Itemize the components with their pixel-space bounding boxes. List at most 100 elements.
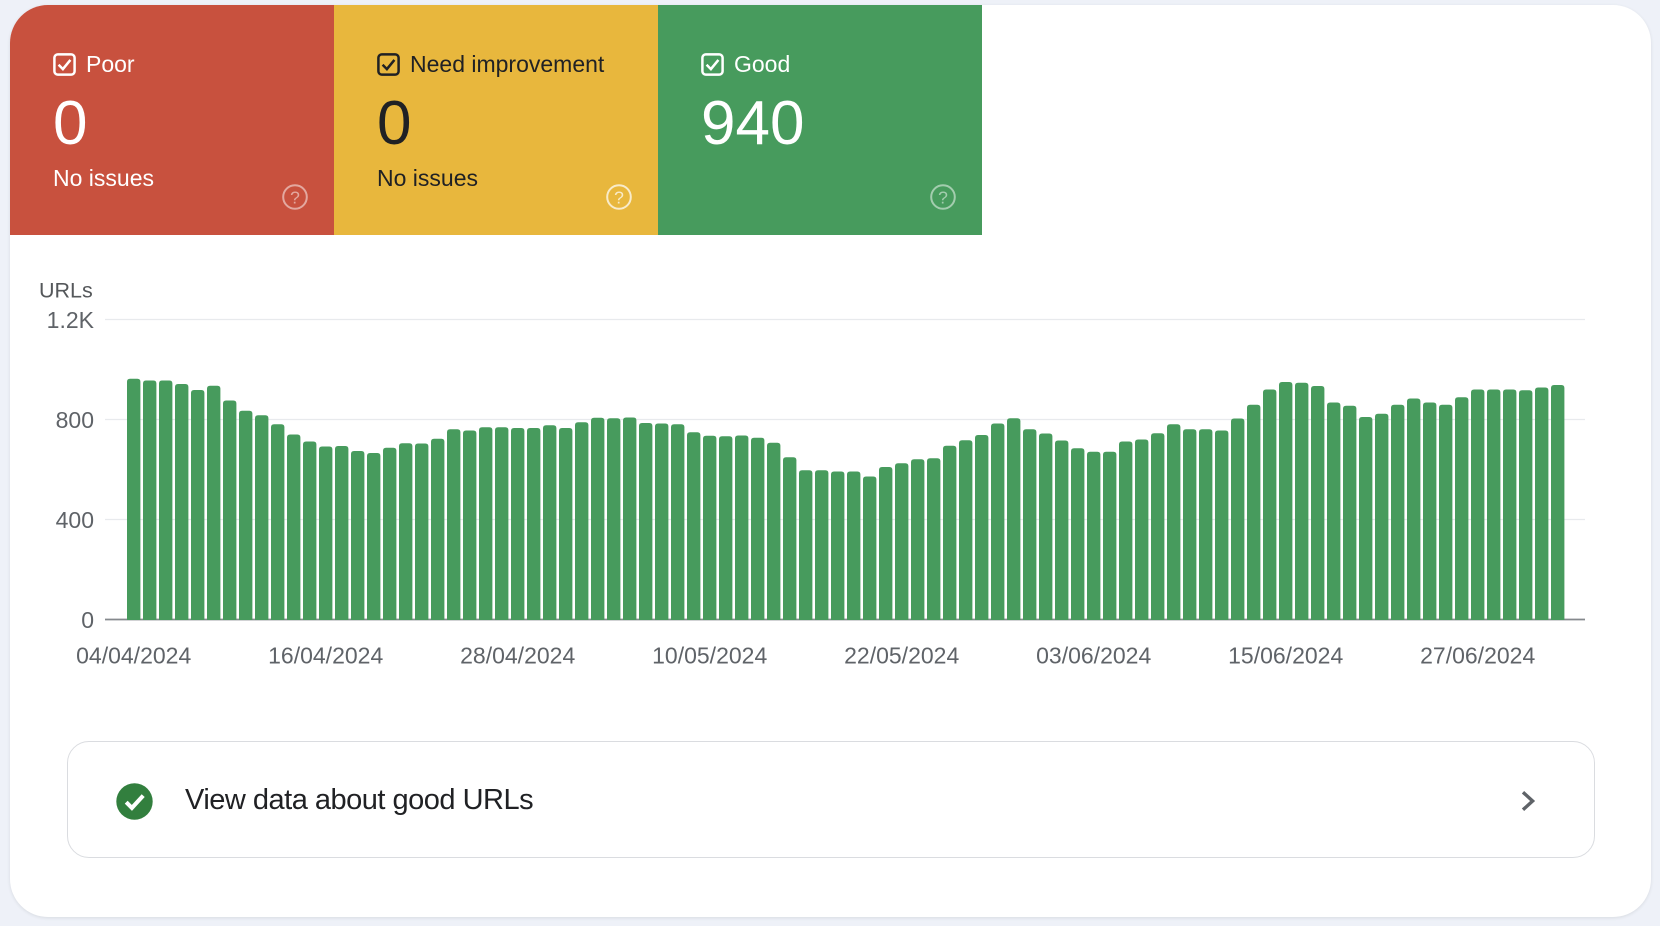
bar[interactable] <box>991 423 1005 621</box>
bar[interactable] <box>1407 398 1421 621</box>
bar[interactable] <box>895 463 909 620</box>
bar[interactable] <box>671 424 685 620</box>
bar[interactable] <box>143 380 157 621</box>
bar[interactable] <box>1455 397 1469 620</box>
bar[interactable] <box>1375 413 1389 620</box>
bar[interactable] <box>1551 385 1565 620</box>
bar[interactable] <box>271 424 285 620</box>
bar[interactable] <box>1279 382 1293 620</box>
bar[interactable] <box>303 441 317 621</box>
bar[interactable] <box>799 470 813 620</box>
bar[interactable] <box>1151 433 1165 620</box>
bar[interactable] <box>1183 429 1197 620</box>
bar[interactable] <box>1215 430 1229 621</box>
bar[interactable] <box>351 451 365 620</box>
bar[interactable] <box>1535 387 1549 621</box>
bar[interactable] <box>911 459 925 620</box>
bar[interactable] <box>175 384 189 620</box>
bar[interactable] <box>1023 429 1037 620</box>
bar[interactable] <box>975 435 989 620</box>
bar[interactable] <box>1247 404 1261 620</box>
bar[interactable] <box>383 447 397 620</box>
bar[interactable] <box>495 427 509 620</box>
bar[interactable] <box>1231 418 1245 621</box>
bar[interactable] <box>191 390 205 620</box>
bar[interactable] <box>255 415 269 620</box>
bar[interactable] <box>879 467 893 620</box>
bar[interactable] <box>431 438 445 620</box>
bar[interactable] <box>1263 389 1277 621</box>
bar[interactable] <box>703 435 717 620</box>
bar[interactable] <box>287 434 301 621</box>
help-icon[interactable]: ? <box>930 184 956 210</box>
bar[interactable] <box>1135 439 1149 621</box>
bar[interactable] <box>1295 382 1309 620</box>
bar[interactable] <box>207 385 221 620</box>
bar[interactable] <box>863 476 877 621</box>
view-data-row[interactable]: View data about good URLs <box>67 741 1595 858</box>
bar[interactable] <box>623 417 637 621</box>
bar[interactable] <box>1503 389 1517 621</box>
bar[interactable] <box>319 446 333 621</box>
bar[interactable] <box>335 446 349 620</box>
bar[interactable] <box>1359 417 1373 620</box>
bar[interactable] <box>415 443 429 621</box>
bar[interactable] <box>399 443 413 620</box>
bar[interactable] <box>367 453 381 620</box>
bar[interactable] <box>463 430 477 621</box>
bar[interactable] <box>831 471 845 621</box>
bar[interactable] <box>639 423 653 620</box>
bar[interactable] <box>719 436 733 620</box>
bar[interactable] <box>479 427 493 620</box>
bar[interactable] <box>1167 424 1181 620</box>
bar[interactable] <box>847 471 861 621</box>
bar[interactable] <box>1119 441 1133 621</box>
bar[interactable] <box>591 417 605 620</box>
bar[interactable] <box>127 378 141 620</box>
bar[interactable] <box>607 418 621 620</box>
help-icon-wrap[interactable]: ? <box>606 184 632 210</box>
checkbox-checked-icon[interactable] <box>377 53 400 76</box>
bar[interactable] <box>575 422 589 620</box>
bar[interactable] <box>767 442 781 620</box>
bar[interactable] <box>751 437 765 620</box>
bar[interactable] <box>159 380 173 621</box>
bar[interactable] <box>927 458 941 620</box>
bar[interactable] <box>559 428 573 620</box>
bar[interactable] <box>1391 404 1405 620</box>
bar[interactable] <box>735 435 749 621</box>
help-icon-wrap[interactable]: ? <box>282 184 308 210</box>
bar[interactable] <box>1423 402 1437 621</box>
checkbox-checked-icon[interactable] <box>701 53 724 76</box>
bar[interactable] <box>511 428 525 620</box>
bar[interactable] <box>1055 440 1069 621</box>
bar[interactable] <box>1071 448 1085 620</box>
bar[interactable] <box>687 432 701 620</box>
bar[interactable] <box>543 425 557 620</box>
bar[interactable] <box>815 470 829 620</box>
help-icon-wrap[interactable]: ? <box>930 184 956 210</box>
bar[interactable] <box>655 423 669 621</box>
bar[interactable] <box>1039 433 1053 621</box>
help-icon[interactable]: ? <box>282 184 308 210</box>
bar[interactable] <box>1343 405 1357 620</box>
bar[interactable] <box>943 445 957 620</box>
help-icon[interactable]: ? <box>606 184 632 210</box>
bar[interactable] <box>239 410 253 620</box>
bar[interactable] <box>1439 404 1453 620</box>
bar[interactable] <box>1103 451 1117 620</box>
bar[interactable] <box>783 457 797 620</box>
bar[interactable] <box>1007 418 1021 620</box>
bar[interactable] <box>1471 389 1485 621</box>
bar[interactable] <box>1087 451 1101 620</box>
bar[interactable] <box>1199 429 1213 620</box>
bar[interactable] <box>447 429 461 620</box>
bar[interactable] <box>527 428 541 620</box>
bar[interactable] <box>959 440 973 620</box>
bar[interactable] <box>223 400 237 621</box>
bar[interactable] <box>1487 389 1501 621</box>
bar[interactable] <box>1327 402 1341 621</box>
bar[interactable] <box>1519 390 1533 620</box>
bar[interactable] <box>1311 386 1325 620</box>
checkbox-checked-icon[interactable] <box>53 53 76 76</box>
